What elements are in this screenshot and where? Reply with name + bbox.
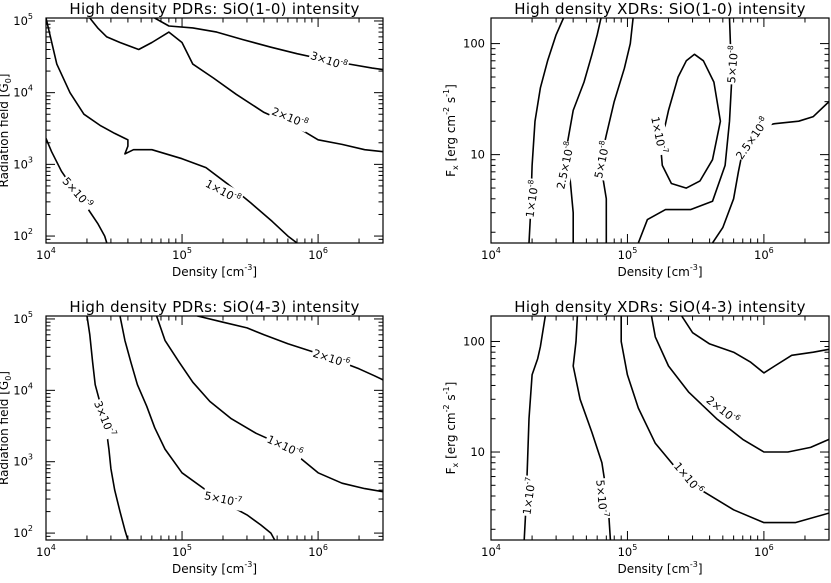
x-tick-label: 106 bbox=[754, 543, 774, 559]
contour-label: 1×10-7 bbox=[648, 115, 671, 155]
y-tick-label: 102 bbox=[13, 227, 33, 243]
contour-label: 5×10-7 bbox=[203, 487, 243, 510]
y-axis-label: Radiation field [G0] bbox=[0, 371, 13, 485]
panel-p2: High density XDRs: SiO(1-0) intensity 104… bbox=[442, 0, 830, 279]
y-tick-label: 100 bbox=[463, 334, 485, 348]
contour-line bbox=[572, 316, 612, 540]
y-tick-label: 10 bbox=[470, 445, 485, 459]
plot-frame bbox=[45, 315, 384, 541]
contour-group bbox=[523, 316, 829, 540]
x-tick-label: 104 bbox=[36, 246, 56, 262]
y-tick-label: 103 bbox=[13, 453, 33, 469]
contour-line bbox=[46, 18, 298, 243]
contour-group bbox=[528, 18, 829, 243]
x-tick-label: 104 bbox=[36, 543, 56, 559]
x-tick-label: 104 bbox=[481, 246, 501, 262]
panel-title: High density XDRs: SiO(4-3) intensity bbox=[514, 298, 806, 316]
contour-group bbox=[86, 316, 383, 540]
plot-frame bbox=[490, 17, 830, 244]
contour-line bbox=[528, 18, 565, 243]
panel-title: High density PDRs: SiO(4-3) intensity bbox=[69, 298, 359, 316]
panel-title: High density XDRs: SiO(1-0) intensity bbox=[514, 0, 806, 18]
contour-label: 5×10-8 bbox=[723, 45, 741, 84]
x-tick-label: 104 bbox=[481, 543, 501, 559]
y-tick-label: 104 bbox=[13, 84, 33, 100]
contour-line bbox=[119, 316, 276, 540]
contour-line bbox=[711, 100, 829, 243]
x-tick-label: 105 bbox=[172, 543, 192, 559]
x-axis-label: Density [cm-3] bbox=[172, 263, 257, 279]
contour-line bbox=[620, 316, 829, 524]
plot-frame bbox=[490, 315, 830, 541]
y-tick-label: 100 bbox=[463, 37, 485, 51]
contour-line bbox=[659, 53, 722, 189]
y-tick-label: 105 bbox=[13, 310, 33, 326]
x-axis-label: Density [cm-3] bbox=[617, 560, 702, 576]
plot-frame bbox=[45, 17, 384, 244]
x-tick-label: 105 bbox=[618, 246, 638, 262]
contour-line bbox=[680, 316, 829, 374]
x-tick-label: 106 bbox=[754, 246, 774, 262]
contour-line bbox=[89, 18, 383, 153]
x-axis-label: Density [cm-3] bbox=[172, 560, 257, 576]
panel-title: High density PDRs: SiO(1-0) intensity bbox=[69, 0, 359, 18]
y-tick-label: 104 bbox=[13, 381, 33, 397]
contour-line bbox=[566, 18, 602, 243]
y-axis-label: Radiation field [G0] bbox=[0, 73, 13, 187]
contour-line bbox=[523, 316, 547, 540]
contour-line bbox=[650, 316, 829, 453]
contour-label: 5×10-7 bbox=[593, 479, 611, 518]
y-tick-label: 105 bbox=[13, 12, 33, 28]
contour-label: 5×10-8 bbox=[590, 139, 613, 179]
contour-label: 1×10-8 bbox=[522, 179, 542, 219]
contour-line bbox=[86, 316, 129, 540]
x-tick-label: 106 bbox=[308, 246, 328, 262]
y-axis-label: Fx [erg cm-2 s-1] bbox=[442, 382, 460, 475]
contour-label: 1×10-7 bbox=[518, 476, 538, 516]
contour-line bbox=[601, 18, 634, 243]
x-axis-label: Density [cm-3] bbox=[617, 263, 702, 279]
contour-line bbox=[155, 316, 383, 493]
y-tick-label: 103 bbox=[13, 155, 33, 171]
contour-line bbox=[153, 18, 383, 71]
contour-line bbox=[637, 18, 733, 243]
contour-group bbox=[46, 18, 383, 243]
y-tick-label: 10 bbox=[470, 148, 485, 162]
x-tick-label: 106 bbox=[308, 543, 328, 559]
contour-line bbox=[46, 137, 108, 243]
x-tick-label: 105 bbox=[172, 246, 192, 262]
contour-line bbox=[196, 316, 383, 381]
y-axis-label: Fx [erg cm-2 s-1] bbox=[442, 84, 460, 177]
y-tick-label: 102 bbox=[13, 524, 33, 540]
x-tick-label: 105 bbox=[618, 543, 638, 559]
